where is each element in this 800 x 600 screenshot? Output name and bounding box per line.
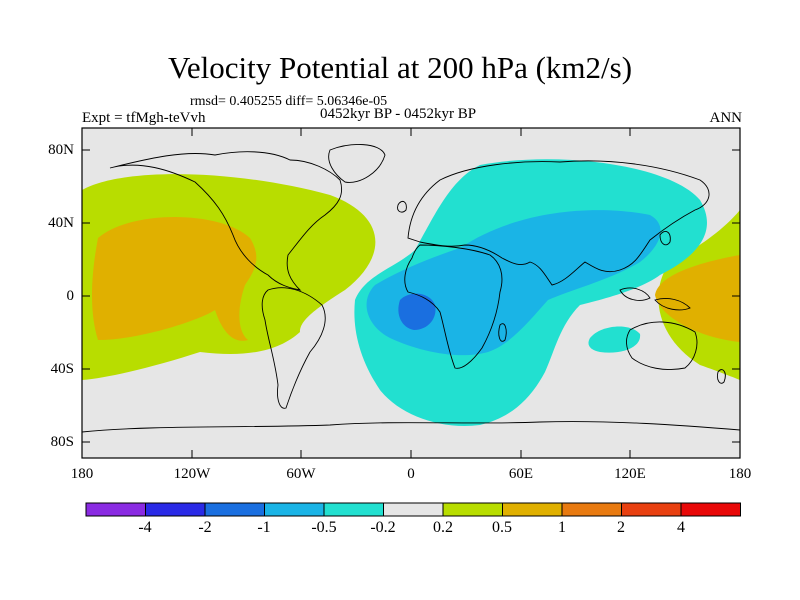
colorbar-box (383, 502, 444, 517)
period-label: 0452kyr BP - 0452kyr BP (320, 106, 477, 122)
colorbar-label: -0.5 (311, 519, 337, 536)
y-tick-label: 0 (66, 288, 75, 304)
plot-title: Velocity Potential at 200 hPa (km2/s) (167, 50, 633, 85)
colorbar-box (442, 502, 503, 517)
colorbar-box (264, 502, 325, 517)
strong-positive-region-west-pacific (655, 255, 740, 342)
strong-negative-region (366, 210, 661, 356)
x-axis-ticks (81, 128, 741, 458)
x-tick-label: 120E (614, 466, 646, 482)
x-tick-label: 60W (286, 466, 316, 482)
stats-text: rmsd= 0.405255 diff= 5.06346e-05 (190, 94, 388, 109)
y-tick-label: 40N (48, 215, 74, 231)
colorbar-box (561, 502, 622, 517)
colorbar-box (680, 502, 741, 517)
x-tick-label: 60E (508, 466, 534, 482)
colorbar-label: 2 (617, 519, 625, 536)
colorbar-label: 4 (677, 519, 685, 536)
colorbar-label: 1 (558, 519, 566, 536)
colorbar-label: -2 (198, 519, 212, 536)
very-strong-negative-region (398, 293, 436, 330)
colorbar-box (502, 502, 563, 517)
colorbar-label: 0.5 (492, 519, 512, 536)
colorbar-box (323, 502, 384, 517)
y-tick-label: 40S (50, 361, 74, 377)
colorbar-box (204, 502, 265, 517)
experiment-label: Expt = tfMgh-teVvh (82, 110, 206, 126)
strong-positive-region-pacific (92, 217, 257, 341)
y-tick-label: 80N (48, 142, 74, 158)
x-tick-label: 180 (728, 466, 752, 482)
x-tick-label: 0 (407, 466, 415, 482)
colorbar-box (145, 502, 206, 517)
colorbar-label: -1 (257, 519, 271, 536)
x-tick-label: 180 (70, 466, 94, 482)
y-tick-label: 80S (50, 434, 74, 450)
y-axis-ticks (82, 149, 740, 443)
colorbar-box (621, 502, 682, 517)
season-label: ANN (709, 110, 743, 126)
negative-region-small (588, 326, 641, 353)
colorbar-label: 0.2 (433, 519, 453, 536)
coastlines (82, 144, 740, 433)
colorbar-box (85, 502, 146, 517)
colorbar-label: -4 (138, 519, 152, 536)
colorbar-label: -0.2 (370, 519, 396, 536)
x-tick-label: 120W (173, 466, 211, 482)
